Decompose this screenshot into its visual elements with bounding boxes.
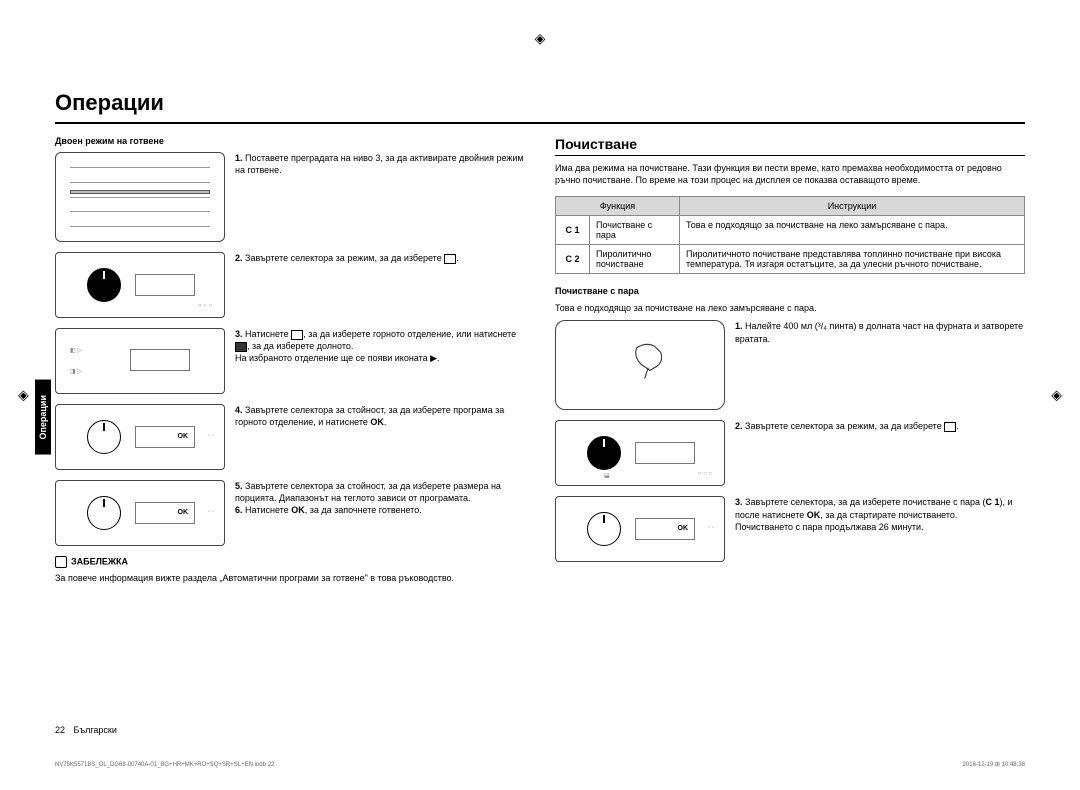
table-row: C 2 Пиролитично почистване Пиролитичното… (556, 245, 1025, 274)
footer-filepath: NV75K5571BS_OL_DG68-00740A-01_BG+HR+MK+R… (55, 762, 274, 768)
lower-comp-icon (235, 342, 247, 352)
value-selector-illus-1: OK ◦ ◦ (55, 404, 225, 470)
step2-body: Завъртете селектора за режим, за да избе… (245, 253, 442, 263)
steam-clean-heading: Почистване с пара (555, 286, 1025, 296)
s6ok: OK (291, 505, 305, 515)
rs3code: C 1 (986, 497, 1000, 507)
cleaning-title: Почистване (555, 136, 1025, 156)
r1-desc: Това е подходящо за почистване на леко з… (680, 216, 1025, 245)
note-heading: ЗАБЕЛЕЖКА (55, 556, 525, 568)
rstep2-text: 2. Завъртете селектора за режим, за да и… (735, 420, 1025, 432)
rs3d: Почистването с пара продължава 26 минути… (735, 522, 924, 532)
value-knob-icon-2 (87, 496, 121, 530)
hand-pour-icon (632, 339, 677, 384)
step2-text: 2. Завъртете селектора за режим, за да и… (235, 252, 525, 264)
value-select-clean-illus: OK ◦ ◦ (555, 496, 725, 562)
step5-row: OK ◦ ◦ 5. Завъртете селектора за стойнос… (55, 480, 525, 546)
s4ok: OK (370, 417, 384, 427)
footer-lang: Български (74, 725, 117, 735)
step1-body: Поставете преградата на ниво 3, за да ак… (235, 153, 524, 175)
oven-illustration (55, 152, 225, 242)
step2-row: ○ ○ ○ 2. Завъртете селектора за режим, з… (55, 252, 525, 318)
crop-mark-top: ◈ (535, 30, 546, 47)
value-knob-icon-3 (587, 512, 621, 546)
value-knob-icon (87, 420, 121, 454)
th-function: Функция (556, 197, 680, 216)
mode-knob-icon (87, 268, 121, 302)
r2-name: Пиролитично почистване (590, 245, 680, 274)
page-footer: 22 Български (55, 725, 117, 735)
step1-text: 1. Поставете преградата на ниво 3, за да… (235, 152, 525, 176)
r1-name: Почистване с пара (590, 216, 680, 245)
note-body: За повече информация вижте раздела „Авто… (55, 572, 525, 584)
pour-water-illus (555, 320, 725, 410)
rs3ok: OK (807, 510, 821, 520)
crop-mark-right: ◈ (1051, 387, 1062, 404)
rstep1-text: 1. Налейте 400 мл (³/₄ пинта) в долната … (735, 320, 1025, 344)
step5-6-text: 5. Завъртете селектора за стойност, за д… (235, 480, 525, 516)
th-instructions: Инструкции (680, 197, 1025, 216)
value-selector-illus-2: OK ◦ ◦ (55, 480, 225, 546)
step1-row: 1. Поставете преградата на ниво 3, за да… (55, 152, 525, 242)
auto-icon (444, 254, 456, 264)
rs3c: , за да стартирате почистването. (820, 510, 957, 520)
step3-row: ◧ ▷ ◨ ▷ 3. Натиснете , за да изберете го… (55, 328, 525, 394)
s3a: Натиснете (245, 329, 291, 339)
steam-clean-intro: Това е подходящо за почистване на леко з… (555, 302, 1025, 314)
upper-comp-icon (291, 330, 303, 340)
rstep2-row: ○ ○ ○ ⬓ 2. Завъртете селектора за режим,… (555, 420, 1025, 486)
rs2: Завъртете селектора за режим, за да избе… (745, 421, 942, 431)
mode-select-clean-illus: ○ ○ ○ ⬓ (555, 420, 725, 486)
content-columns: Двоен режим на готвене 1. Поставете прег… (55, 136, 1025, 584)
cleaning-table: Функция Инструкции C 1 Почистване с пара… (555, 196, 1025, 274)
rstep1-row: 1. Налейте 400 мл (³/₄ пинта) в долната … (555, 320, 1025, 410)
footer-timestamp: 2016-12-19 ⊞ 10:48:38 (963, 761, 1025, 768)
cleaning-intro: Има два режима на почистване. Тази функц… (555, 162, 1025, 186)
s3d: На избраното отделение ще се появи икона… (235, 353, 440, 363)
table-row: C 1 Почистване с пара Това е подходящо з… (556, 216, 1025, 245)
rs1: Налейте 400 мл (³/₄ пинта) в долната час… (735, 321, 1023, 343)
step4-text: 4. Завъртете селектора за стойност, за д… (235, 404, 525, 428)
note-label: ЗАБЕЛЕЖКА (71, 556, 128, 566)
compartment-select-illus: ◧ ▷ ◨ ▷ (55, 328, 225, 394)
right-column: Почистване Има два режима на почистване.… (555, 136, 1025, 584)
side-tab: Операции (35, 380, 51, 455)
s5: Завъртете селектора за стойност, за да и… (235, 481, 501, 503)
rstep3-row: OK ◦ ◦ 3. Завъртете селектора, за да изб… (555, 496, 1025, 562)
s6a: Натиснете (245, 505, 291, 515)
dual-cook-heading: Двоен режим на готвене (55, 136, 525, 146)
left-column: Двоен режим на готвене 1. Поставете прег… (55, 136, 525, 584)
mode-selector-illus: ○ ○ ○ (55, 252, 225, 318)
s3b: , за да изберете горното отделение, или … (303, 329, 516, 339)
r2-code: C 2 (556, 245, 590, 274)
rstep3-text: 3. Завъртете селектора, за да изберете п… (735, 496, 1025, 532)
r2-desc: Пиролитичното почистване представлява то… (680, 245, 1025, 274)
note-icon (55, 556, 67, 568)
page-title: Операции (55, 90, 1025, 124)
s3c: , за да изберете долното. (247, 341, 353, 351)
r1-code: C 1 (556, 216, 590, 245)
page-number: 22 (55, 725, 65, 735)
mode-knob-icon-2 (587, 436, 621, 470)
clean-mode-icon (944, 422, 956, 432)
s6b: , за да започнете готвенето. (305, 505, 422, 515)
crop-mark-left: ◈ (18, 387, 29, 404)
rs3a: Завъртете селектора, за да изберете почи… (745, 497, 985, 507)
step3-text: 3. Натиснете , за да изберете горното от… (235, 328, 525, 364)
step4-row: OK ◦ ◦ 4. Завъртете селектора за стойнос… (55, 404, 525, 470)
